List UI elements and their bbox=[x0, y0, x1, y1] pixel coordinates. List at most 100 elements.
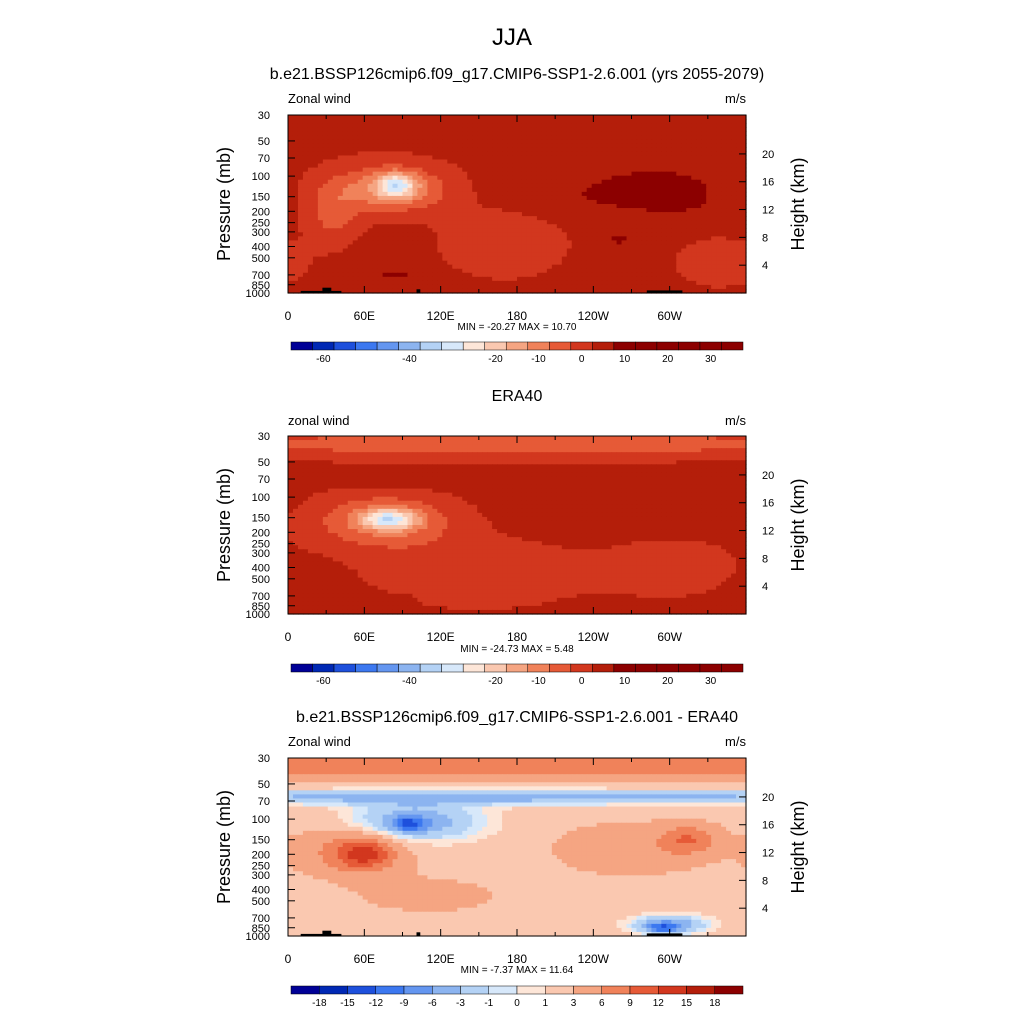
field-cell bbox=[297, 248, 304, 254]
field-cell bbox=[586, 151, 593, 157]
field-cell bbox=[726, 199, 732, 205]
field-cell bbox=[292, 468, 299, 474]
field-cell bbox=[462, 464, 468, 469]
field-cell bbox=[601, 147, 608, 153]
field-cell bbox=[651, 159, 657, 165]
field-cell bbox=[397, 191, 404, 197]
field-cell bbox=[571, 260, 578, 266]
field-cell bbox=[731, 187, 737, 193]
field-cell bbox=[402, 284, 409, 290]
field-cell bbox=[487, 187, 493, 193]
field-cell bbox=[606, 244, 613, 250]
field-cell bbox=[372, 208, 379, 213]
field-cell bbox=[726, 236, 732, 242]
field-cell bbox=[641, 236, 648, 242]
field-cell bbox=[487, 268, 493, 274]
field-cell bbox=[377, 204, 384, 209]
field-cell bbox=[397, 264, 404, 270]
field-cell bbox=[556, 179, 563, 185]
field-cell bbox=[517, 272, 523, 278]
field-cell bbox=[546, 179, 553, 185]
field-cell bbox=[467, 204, 473, 209]
field-cell bbox=[666, 252, 672, 258]
field-cell bbox=[392, 115, 399, 120]
field-cell bbox=[686, 464, 692, 469]
field-cell bbox=[337, 280, 344, 286]
field-cell bbox=[392, 199, 399, 205]
field-cell bbox=[307, 456, 314, 461]
field-cell bbox=[402, 464, 409, 469]
field-cell bbox=[611, 127, 618, 132]
field-cell bbox=[467, 143, 473, 148]
field-cell bbox=[482, 468, 488, 474]
field-cell bbox=[541, 436, 548, 441]
field-cell bbox=[412, 143, 419, 148]
field-cell bbox=[546, 452, 553, 457]
colorbar-box bbox=[355, 341, 378, 351]
field-cell bbox=[397, 151, 404, 157]
field-cell bbox=[307, 280, 314, 286]
field-cell bbox=[636, 436, 643, 441]
field-cell bbox=[626, 436, 633, 441]
field-cell bbox=[297, 276, 304, 282]
colorbar-box bbox=[570, 341, 593, 351]
field-cell bbox=[477, 264, 483, 270]
field-cell bbox=[711, 199, 717, 205]
field-cell bbox=[681, 167, 687, 173]
field-cell bbox=[357, 163, 364, 169]
field-cell bbox=[457, 468, 463, 474]
field-cell bbox=[412, 135, 419, 140]
field-cell bbox=[502, 147, 508, 153]
field-cell bbox=[741, 220, 747, 225]
field-cell bbox=[536, 204, 543, 209]
field-cell bbox=[656, 167, 662, 173]
field-cell bbox=[556, 175, 563, 181]
field-cell bbox=[442, 264, 448, 270]
field-cell bbox=[691, 232, 697, 237]
field-cell bbox=[502, 280, 508, 286]
field-cell bbox=[541, 256, 548, 262]
field-cell bbox=[546, 268, 553, 274]
field-cell bbox=[711, 272, 717, 278]
field-cell bbox=[467, 240, 473, 246]
field-cell bbox=[546, 288, 553, 294]
field-cell bbox=[442, 280, 448, 286]
field-cell bbox=[402, 252, 409, 258]
field-cell bbox=[457, 135, 463, 140]
field-cell bbox=[741, 204, 747, 209]
field-cell bbox=[337, 464, 344, 469]
field-cell bbox=[676, 260, 682, 266]
field-cell bbox=[721, 199, 727, 205]
field-cell bbox=[497, 204, 503, 209]
field-cell bbox=[706, 244, 712, 250]
field-cell bbox=[387, 256, 394, 262]
field-cell bbox=[292, 195, 299, 201]
field-cell bbox=[566, 248, 573, 254]
field-cell bbox=[497, 272, 503, 278]
field-cell bbox=[512, 151, 518, 157]
colorbar-box bbox=[505, 341, 529, 351]
field-cell bbox=[676, 248, 682, 254]
field-cell bbox=[342, 187, 349, 193]
field-cell bbox=[611, 195, 618, 201]
field-cell bbox=[367, 272, 374, 278]
field-cell bbox=[447, 208, 453, 213]
field-cell bbox=[696, 268, 702, 274]
field-cell bbox=[497, 468, 503, 474]
field-cell bbox=[472, 135, 478, 140]
field-cell bbox=[502, 216, 508, 221]
field-cell bbox=[512, 240, 518, 246]
field-cell bbox=[477, 147, 483, 153]
field-cell bbox=[666, 147, 672, 153]
field-cell bbox=[526, 260, 533, 266]
field-cell bbox=[477, 119, 483, 124]
field-cell bbox=[641, 151, 648, 157]
field-cell bbox=[591, 284, 598, 290]
field-cell bbox=[337, 175, 344, 181]
field-cell bbox=[322, 448, 329, 453]
field-cell bbox=[621, 115, 628, 120]
field-cell bbox=[427, 240, 433, 246]
field-cell bbox=[397, 195, 404, 201]
field-cell bbox=[646, 115, 653, 120]
field-cell bbox=[726, 187, 732, 193]
